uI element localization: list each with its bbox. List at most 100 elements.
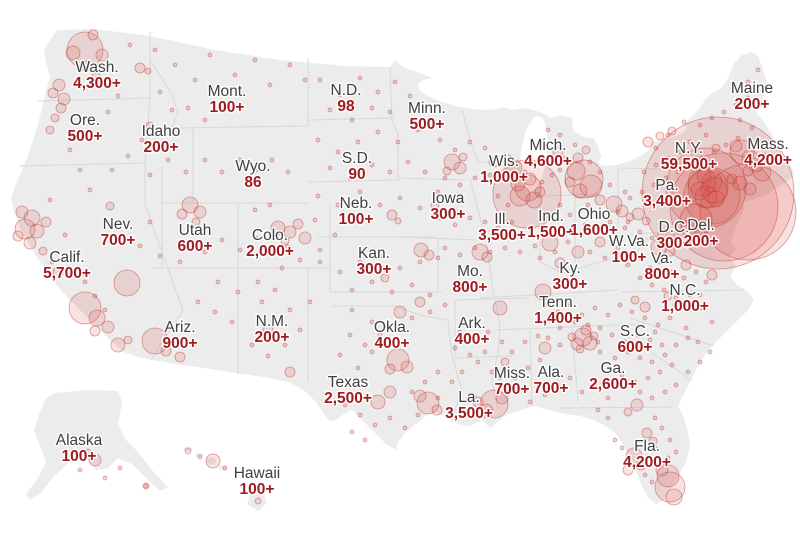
county-dot (92, 293, 98, 299)
case-bubble (581, 145, 591, 155)
county-dot (572, 142, 578, 148)
state-name-nm: N.M. (256, 313, 289, 330)
state-value-mont: 100+ (210, 99, 245, 116)
case-bubble (478, 403, 494, 419)
county-dot (505, 202, 511, 208)
county-dot (357, 259, 363, 265)
county-dot (349, 117, 355, 123)
case-bubble (57, 92, 71, 106)
county-dot (183, 169, 189, 175)
case-bubble (509, 185, 531, 207)
case-bubble (699, 163, 797, 261)
state-label-nc: N.C.1,000+ (660, 281, 711, 317)
state-value-tenn: 1,400+ (534, 310, 582, 327)
county-dot (585, 202, 591, 208)
county-dot (597, 349, 603, 355)
state-name-ill: Ill. (494, 211, 510, 228)
county-dot (669, 362, 675, 368)
state-value-dc: 300+ (657, 235, 692, 252)
county-dot (502, 245, 508, 251)
state-value-ark: 400+ (455, 331, 490, 348)
state-name-mass: Mass. (747, 136, 788, 153)
case-bubble (174, 351, 186, 363)
state-label-dc: D.C.300+ (655, 218, 693, 254)
county-dot (337, 269, 343, 275)
case-bubble (87, 29, 99, 41)
county-dot (327, 107, 333, 113)
county-dot (579, 389, 585, 395)
county-dot (317, 247, 323, 253)
county-dot (745, 95, 751, 101)
county-dot (659, 342, 665, 348)
county-dot (639, 189, 645, 195)
county-dot (82, 279, 88, 285)
state-value-nm: 200+ (255, 329, 290, 346)
county-dot (265, 353, 271, 359)
case-bubble (552, 146, 564, 158)
county-dot (222, 102, 228, 108)
county-dot (487, 249, 493, 255)
county-dot (625, 219, 631, 225)
case-bubble (554, 257, 566, 269)
county-dot (415, 412, 421, 418)
county-dot (229, 319, 235, 325)
state-name-mont: Mont. (208, 83, 247, 100)
county-dot (555, 382, 561, 388)
state-value-miss: 700+ (495, 381, 530, 398)
county-dot (435, 255, 441, 261)
case-bubble (262, 324, 274, 336)
case-bubble (502, 154, 514, 166)
county-dot (622, 189, 628, 195)
county-dot (452, 147, 458, 153)
county-dot (237, 157, 243, 163)
county-dot (525, 365, 531, 371)
case-bubble (566, 161, 586, 181)
county-dot (235, 289, 241, 295)
state-value-calif: 5,700+ (43, 265, 91, 282)
case-bubble (91, 71, 101, 81)
county-dot (317, 77, 323, 83)
county-dot (677, 149, 683, 155)
case-bubble (270, 220, 286, 236)
county-dot (651, 182, 657, 188)
case-bubble (679, 203, 713, 237)
county-dot (703, 132, 709, 138)
county-dot (327, 392, 333, 398)
county-dot (522, 169, 528, 175)
case-bubble (29, 223, 45, 239)
case-bubble (88, 453, 102, 467)
county-dot (222, 465, 228, 471)
state-name-ny: N.Y. (675, 140, 703, 157)
county-dot (761, 152, 767, 158)
case-bubble (729, 139, 743, 153)
county-dot (652, 329, 658, 335)
county-dot (185, 105, 191, 111)
county-dot (635, 332, 641, 338)
county-dot (435, 189, 441, 195)
state-name-maine: Maine (731, 80, 773, 97)
case-bubble (495, 391, 509, 405)
county-dot (763, 85, 769, 91)
state-value-va: 800+ (645, 266, 680, 283)
county-dot (302, 77, 308, 83)
case-bubble (430, 200, 440, 210)
case-bubble (564, 176, 576, 188)
case-bubble (648, 436, 658, 446)
county-dot (449, 379, 455, 385)
county-dot (405, 159, 411, 165)
county-dot (143, 483, 149, 489)
county-dot (62, 232, 68, 238)
case-bubble (453, 161, 467, 175)
county-dot (349, 307, 355, 313)
county-dot (377, 253, 383, 259)
county-dot (637, 229, 643, 235)
county-dot (219, 237, 225, 243)
state-name-hawaii: Hawaii (234, 465, 281, 482)
county-dot (139, 137, 145, 143)
county-dot (517, 249, 523, 255)
state-label-neb: Neb.100+ (337, 194, 375, 230)
county-dot (197, 454, 203, 460)
